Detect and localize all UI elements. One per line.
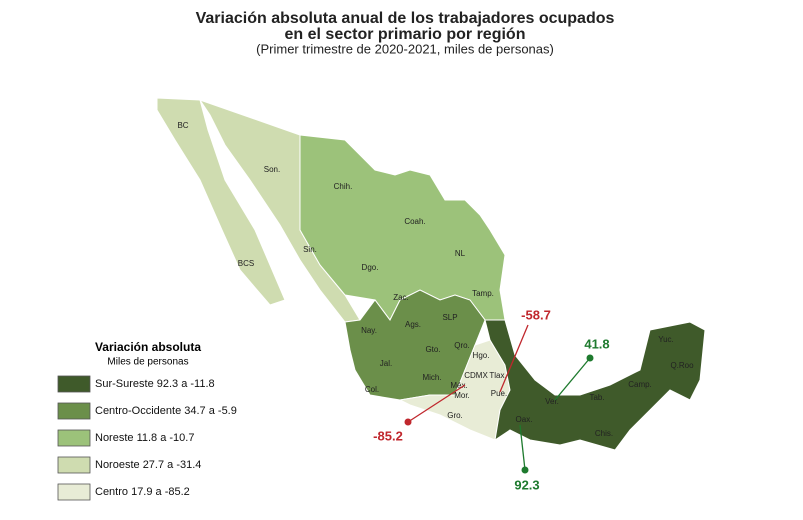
state-label: Chis. — [595, 429, 613, 438]
state-label: Ver. — [545, 397, 559, 406]
state-label: Sin. — [303, 245, 317, 254]
callout-dot — [404, 418, 412, 426]
state-label: Chih. — [334, 182, 353, 191]
callout-line — [554, 357, 591, 401]
state-label: Gro. — [447, 411, 463, 420]
callout-value: -85.2 — [373, 428, 403, 443]
legend-label: Noroeste 27.7 a -31.4 — [95, 459, 201, 471]
state-label: Dgo. — [362, 263, 379, 272]
callout-line — [499, 324, 529, 393]
legend-subtitle: Miles de personas — [107, 357, 188, 368]
region-sur-sureste — [484, 319, 706, 451]
legend-swatch — [57, 429, 91, 447]
state-label: Mor. — [454, 391, 470, 400]
state-label: BC — [177, 121, 188, 130]
state-label: Son. — [264, 165, 280, 174]
title: en el sector primario por región — [285, 26, 526, 43]
state-label: Méx. — [450, 381, 467, 390]
state-label: Gto. — [425, 345, 440, 354]
state-label: Col. — [365, 385, 379, 394]
subtitle: (Primer trimestre de 2020-2021, miles de… — [256, 41, 554, 56]
state-label: Ags. — [405, 320, 421, 329]
state-label: Tlax. — [489, 371, 506, 380]
state-label: Yuc. — [658, 335, 674, 344]
state-label: Nay. — [361, 326, 377, 335]
callout-dot — [521, 466, 529, 474]
state-label: Qro. — [454, 341, 470, 350]
legend-label: Sur-Sureste 92.3 a -11.8 — [95, 378, 215, 390]
legend-swatch — [57, 456, 91, 474]
state-label: Q.Roo — [670, 361, 694, 370]
state-label: Camp. — [628, 380, 652, 389]
region-noroeste — [156, 97, 286, 306]
state-label: Hgo. — [473, 351, 490, 360]
state-label: BCS — [238, 259, 254, 268]
map: BC Son. Chih. Coah. NL Tamp. Sin. Dgo. BCS Zac. Na… — [156, 97, 706, 451]
state-label: Zac. — [393, 293, 409, 302]
legend-title: Variación absoluta — [95, 340, 201, 354]
callout-value: 92.3 — [514, 477, 539, 492]
legend-swatch — [57, 402, 91, 420]
legend-swatch — [57, 483, 91, 501]
legend-swatch — [57, 375, 91, 393]
callouts: -58.7 41.8 -85.2 92.3 — [373, 307, 609, 492]
state-label: SLP — [442, 313, 457, 322]
callout-line — [407, 384, 466, 423]
state-label: NL — [455, 249, 466, 258]
state-label: Jal. — [380, 359, 392, 368]
state-label: Pue. — [491, 389, 507, 398]
legend-label: Centro-Occidente 34.7 a -5.9 — [95, 405, 237, 417]
state-label: Oax. — [516, 415, 533, 424]
callout-line — [519, 424, 526, 471]
state-label: CDMX — [464, 371, 488, 380]
state-label: Coah. — [404, 217, 425, 226]
callout-value: -58.7 — [521, 307, 551, 322]
callout-value: 41.8 — [584, 336, 609, 351]
title: Variación absoluta anual de los trabajad… — [196, 10, 615, 27]
state-label: Mich. — [422, 373, 441, 382]
legend-label: Noreste 11.8 a -10.7 — [95, 432, 194, 444]
legend-label: Centro 17.9 a -85.2 — [95, 486, 190, 498]
state-label: Tab. — [589, 393, 604, 402]
legend: Sur-Sureste 92.3 a -11.8 Centro-Occidente… — [57, 375, 237, 501]
state-label: Tamp. — [472, 289, 494, 298]
callout-dot — [586, 354, 594, 362]
